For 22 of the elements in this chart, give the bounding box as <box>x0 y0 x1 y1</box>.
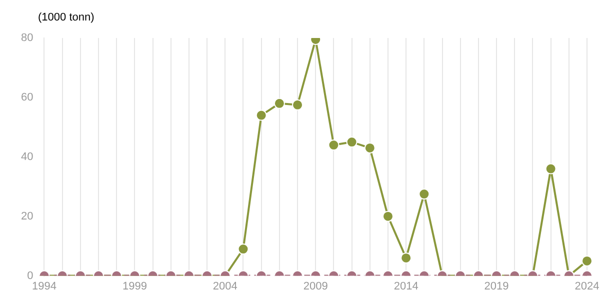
y-tick-label: 0 <box>27 270 34 282</box>
point <box>292 99 304 110</box>
x-tick-label: 1994 <box>32 280 56 292</box>
point <box>364 142 376 154</box>
x-tick-label: 2019 <box>484 280 509 292</box>
x-tick-label: 1999 <box>122 280 147 292</box>
y-axis-title: (1000 tonn) <box>38 12 94 24</box>
x-tick-label: 2009 <box>303 280 328 292</box>
point <box>382 210 394 222</box>
point <box>274 98 285 109</box>
x-tick-label: 2004 <box>212 280 238 292</box>
point <box>545 163 556 174</box>
point <box>346 136 358 148</box>
y-tick-label: 80 <box>20 32 34 44</box>
x-tick-label: 2014 <box>394 280 418 292</box>
x-tick-label: 2024 <box>574 280 600 292</box>
y-tick-label: 20 <box>20 210 34 222</box>
y-tick-label: 40 <box>20 150 34 163</box>
point <box>418 188 430 200</box>
point <box>328 140 340 151</box>
point <box>256 110 267 121</box>
y-tick-label: 60 <box>20 91 34 104</box>
